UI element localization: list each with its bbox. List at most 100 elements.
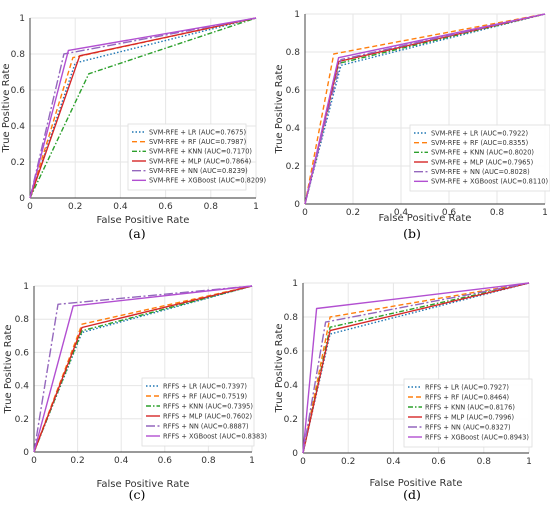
x-tick-label: 0.8 [201,456,216,466]
x-tick-label: 0.6 [442,208,457,218]
x-tick-label: 1 [249,456,255,466]
legend-entry: RFFS + LR (AUC=0.7927) [425,383,509,391]
roc-curve-2 [33,285,253,453]
legend-entry: RFFS + XGBoost (AUC=0.8383) [163,432,267,440]
roc-curve-2 [302,282,530,454]
roc-curve-4 [33,285,253,453]
roc-curve-5 [33,285,253,453]
panel-label: (b) [403,226,421,241]
x-tick-label: 0.4 [113,202,128,212]
y-tick-label: 0.4 [286,124,301,134]
legend-entry: RFFS + XGBoost (AUC=0.8943) [425,433,529,441]
x-tick-label: 0.8 [204,202,219,212]
roc-curve-6 [33,285,253,453]
roc-curve-1 [304,13,546,205]
legend-entry: RFFS + RF (AUC=0.7519) [163,392,247,400]
legend: RFFS + LR (AUC=0.7397) RFFS + RF (AUC=0.7… [141,377,267,447]
x-tick-label: 1 [542,208,548,218]
y-tick-label: 0.8 [286,48,301,58]
legend-entry: RFFS + MLP (AUC=0.7996) [425,413,514,421]
legend-box [141,377,255,447]
legend-entry: SVM-RFE + LR (AUC=0.7922) [431,129,528,137]
x-tick-label: 0.6 [158,456,173,466]
y-tick-label: 0.6 [11,86,26,96]
legend-entry: SVM-RFE + MLP (AUC=0.7864) [149,157,251,165]
legend-entry: RFFS + KNN (AUC=0.7395) [163,402,253,410]
roc-curve-5 [302,282,530,454]
y-tick-label: 0.8 [284,313,299,323]
y-axis-label: True Positive Rate [274,64,285,154]
legend: SVM-RFE + LR (AUC=0.7922) SVM-RFE + RF (A… [409,124,550,192]
x-axis-label: False Positive Rate [379,213,472,224]
y-tick-label: 0.6 [15,348,30,358]
legend-entry: SVM-RFE + NN (AUC=0.8239) [149,167,248,175]
x-tick-label: 0.6 [431,457,446,467]
y-axis-label: True Positive Rate [3,324,14,414]
roc-panel-3: 0 0.2 0.4 0.6 0.8 1 0 0.2 0.4 0.6 0.8 1 RFFS + LR (A… [3,282,267,502]
x-tick-label: 0.6 [158,202,173,212]
roc-curve-6 [304,13,546,205]
y-tick-label: 0.2 [284,415,298,425]
y-tick-label: 1 [292,279,298,289]
y-tick-label: 0 [292,449,298,459]
x-tick-label: 0.2 [346,208,360,218]
x-tick-label: 0.2 [70,456,84,466]
x-tick-label: 0.2 [68,202,82,212]
roc-panel-1: 0 0.2 0.4 0.6 0.8 1 0 0.2 0.4 0.6 0.8 1 SVM-RFE + LR… [1,14,266,241]
legend-entry: RFFS + RF (AUC=0.8464) [425,393,509,401]
roc-curve-6 [29,17,257,199]
roc-curve-3 [29,17,257,199]
y-tick-label: 0 [19,194,25,204]
legend-entry: SVM-RFE + KNN (AUC=0.8020) [431,149,534,157]
y-tick-label: 1 [19,14,25,24]
y-tick-label: 0.6 [286,86,301,96]
legend-entry: SVM-RFE + RF (AUC=0.7987) [149,138,246,146]
y-axis-label: True Positive Rate [1,63,12,153]
y-tick-label: 0.4 [284,381,299,391]
legend-box [127,123,247,191]
legend-entry: RFFS + MLP (AUC=0.7602) [163,412,252,420]
legend-box [409,124,550,192]
y-tick-label: 1 [23,282,29,292]
y-axis-label: True Positive Rate [274,323,285,413]
y-tick-label: 0.8 [15,315,30,325]
panel-label: (c) [129,487,146,502]
legend-entry: RFFS + KNN (AUC=0.8176) [425,403,515,411]
x-tick-label: 0 [302,208,308,218]
y-tick-label: 0.6 [284,347,299,357]
x-axis-label: False Positive Rate [370,478,463,489]
legend-entry: SVM-RFE + LR (AUC=0.7675) [149,128,246,136]
y-tick-label: 0.4 [15,382,30,392]
panel-label: (d) [403,487,421,502]
x-tick-label: 0 [31,456,37,466]
x-tick-label: 0 [27,202,33,212]
legend: SVM-RFE + LR (AUC=0.7675) SVM-RFE + RF (A… [127,123,266,191]
roc-curve-2 [29,17,257,199]
y-tick-label: 1 [294,10,300,20]
roc-curve-1 [29,17,257,199]
x-axis-label: False Positive Rate [97,215,190,226]
roc-curve-2 [304,13,546,205]
legend-entry: SVM-RFE + NN (AUC=0.8028) [431,168,530,176]
y-tick-label: 0 [23,448,29,458]
y-tick-label: 0.2 [286,162,300,172]
y-tick-label: 0 [294,200,300,210]
roc-curve-5 [29,17,257,199]
roc-curve-5 [304,13,546,205]
x-tick-label: 0.4 [394,208,409,218]
legend-entry: RFFS + NN (AUC=0.8887) [163,422,249,430]
x-tick-label: 1 [526,457,532,467]
x-tick-label: 0 [300,457,306,467]
legend: RFFS + LR (AUC=0.7927) RFFS + RF (AUC=0.8… [403,378,533,448]
x-tick-label: 0.2 [341,457,355,467]
y-tick-label: 0.4 [11,122,26,132]
legend-entry: SVM-RFE + XGBoost (AUC=0.8110) [431,178,548,186]
legend-entry: SVM-RFE + RF (AUC=0.8355) [431,139,528,147]
roc-curve-6 [302,282,530,454]
legend-entry: RFFS + NN (AUC=0.8327) [425,423,511,431]
y-tick-label: 0.2 [15,415,29,425]
y-tick-label: 0.8 [11,50,26,60]
x-tick-label: 1 [253,202,259,212]
x-tick-label: 0.8 [490,208,505,218]
roc-curve-4 [302,282,530,454]
